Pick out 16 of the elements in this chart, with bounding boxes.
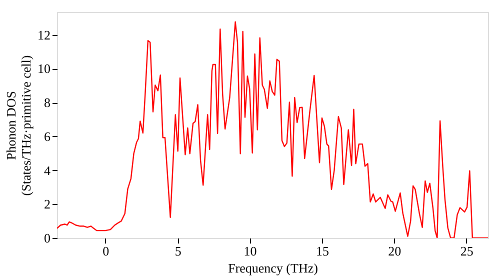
y-tick-label: 4: [44, 162, 51, 178]
y-tick-label: 0: [44, 230, 50, 246]
x-tick-label: 20: [388, 244, 402, 258]
x-axis-title: Frequency (THz): [228, 260, 318, 276]
y-tick-label: 10: [38, 61, 50, 76]
y-axis-title: Phonon DOS (States/THz·primitive cell): [4, 55, 34, 196]
y-tick-label: 8: [44, 95, 50, 110]
y-tick-label: 6: [44, 128, 51, 144]
x-tick-label: 15: [316, 244, 329, 258]
x-tick-label: 5: [174, 244, 182, 258]
x-tick-label: 25: [460, 244, 474, 258]
y-tick-label: 2: [44, 196, 50, 212]
line-series: [57, 21, 488, 238]
x-tick-label: 10: [244, 244, 257, 258]
y-tick-label: 12: [38, 27, 50, 42]
x-tick-label: 0: [102, 244, 110, 258]
